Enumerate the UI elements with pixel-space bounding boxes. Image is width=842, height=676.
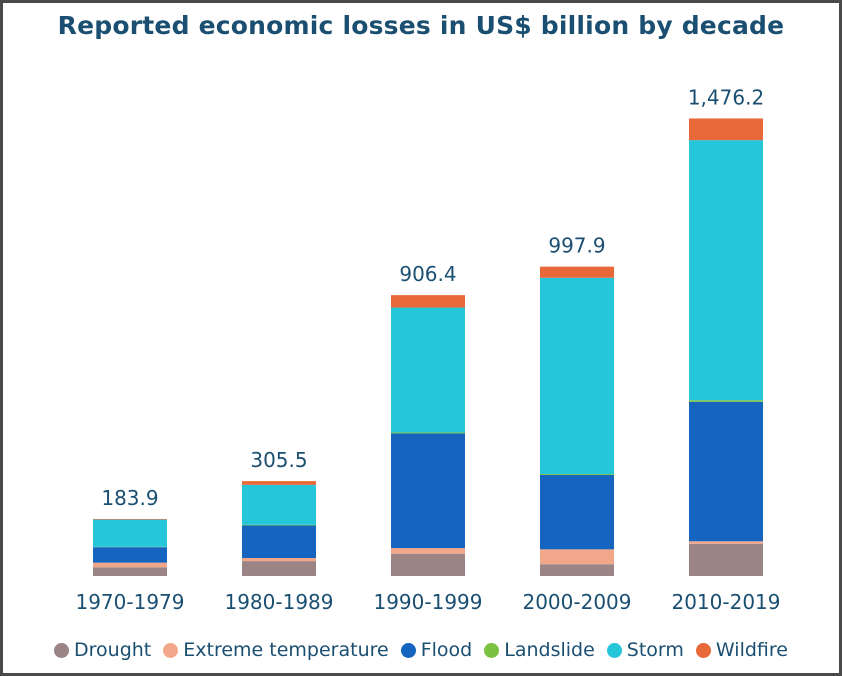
legend-label: Wildfire xyxy=(715,639,788,661)
legend-dot-icon xyxy=(400,642,416,658)
legend-label: Landslide xyxy=(504,639,595,661)
bar-segment-flood-2010-2019 xyxy=(689,401,763,542)
bar-segment-storm-1970-1979 xyxy=(93,519,167,547)
bar-segment-drought-2010-2019 xyxy=(689,543,763,576)
bar-segment-flood-1980-1989 xyxy=(242,525,316,559)
bar-segment-extreme-temperature-1980-1989 xyxy=(242,558,316,562)
total-label-2010-2019: 1,476.2 xyxy=(688,85,764,109)
bar-segment-extreme-temperature-2000-2009 xyxy=(540,549,614,565)
total-label-1980-1989: 305.5 xyxy=(250,448,307,472)
legend-item-wildfire: Wildfire xyxy=(695,639,788,661)
bar-segment-flood-2000-2009 xyxy=(540,474,614,550)
chart-legend: Drought Extreme temperature Flood Landslide… xyxy=(3,639,839,661)
legend-label: Extreme temperature xyxy=(183,639,389,661)
legend-dot-icon xyxy=(695,642,711,658)
bar-segment-landslide-2000-2009 xyxy=(540,474,614,475)
bar-segment-drought-2000-2009 xyxy=(540,564,614,576)
legend-dot-icon xyxy=(484,642,500,658)
bar-segment-landslide-2010-2019 xyxy=(689,400,763,402)
total-label-1990-1999: 906.4 xyxy=(399,262,456,286)
chart-title: Reported economic losses in US$ billion … xyxy=(57,11,785,40)
bar-segment-drought-1980-1989 xyxy=(242,561,316,576)
legend-item-flood: Flood xyxy=(400,639,473,661)
legend-item-drought: Drought xyxy=(54,639,151,661)
bar-segment-wildfire-2010-2019 xyxy=(689,118,763,141)
bar-segment-extreme-temperature-1970-1979 xyxy=(93,562,167,568)
bar-segment-wildfire-1980-1989 xyxy=(242,481,316,485)
bar-segment-extreme-temperature-2010-2019 xyxy=(689,541,763,544)
bar-segment-flood-1970-1979 xyxy=(93,547,167,563)
bar-segment-drought-1970-1979 xyxy=(93,567,167,576)
total-label-1970-1979: 183.9 xyxy=(101,486,158,510)
x-tick-label-1970-1979: 1970-1979 xyxy=(75,590,184,614)
legend-dot-icon xyxy=(606,642,622,658)
bar-segment-extreme-temperature-1990-1999 xyxy=(391,548,465,554)
x-tick-label-1990-1999: 1990-1999 xyxy=(373,590,482,614)
bar-segment-landslide-1990-1999 xyxy=(391,432,465,434)
bar-segment-wildfire-1970-1979 xyxy=(93,518,167,520)
bar-segment-wildfire-2000-2009 xyxy=(540,266,614,278)
legend-item-landslide: Landslide xyxy=(484,639,595,661)
x-tick-label-2010-2019: 2010-2019 xyxy=(671,590,780,614)
bar-segment-storm-1990-1999 xyxy=(391,307,465,433)
legend-item-storm: Storm xyxy=(606,639,684,661)
bar-segment-flood-1990-1999 xyxy=(391,433,465,549)
legend-item-extreme-temperature: Extreme temperature xyxy=(163,639,389,661)
bar-segment-landslide-1980-1989 xyxy=(242,524,316,526)
bar-segment-storm-1980-1989 xyxy=(242,484,316,525)
stacked-bar-chart: 183.9 1970-1979 305.5 1980-1989 906.4 1990-19… xyxy=(75,85,780,614)
x-tick-label-2000-2009: 2000-2009 xyxy=(522,590,631,614)
legend-label: Storm xyxy=(626,639,684,661)
bar-segment-storm-2000-2009 xyxy=(540,277,614,475)
bar-segment-storm-2010-2019 xyxy=(689,140,763,401)
legend-label: Flood xyxy=(420,639,473,661)
bar-segment-drought-1990-1999 xyxy=(391,553,465,576)
bar-segment-wildfire-1990-1999 xyxy=(391,295,465,308)
legend-dot-icon xyxy=(163,642,179,658)
total-label-2000-2009: 997.9 xyxy=(548,234,605,258)
legend-dot-icon xyxy=(54,642,70,658)
legend-label: Drought xyxy=(74,639,152,661)
x-tick-label-1980-1989: 1980-1989 xyxy=(224,590,333,614)
